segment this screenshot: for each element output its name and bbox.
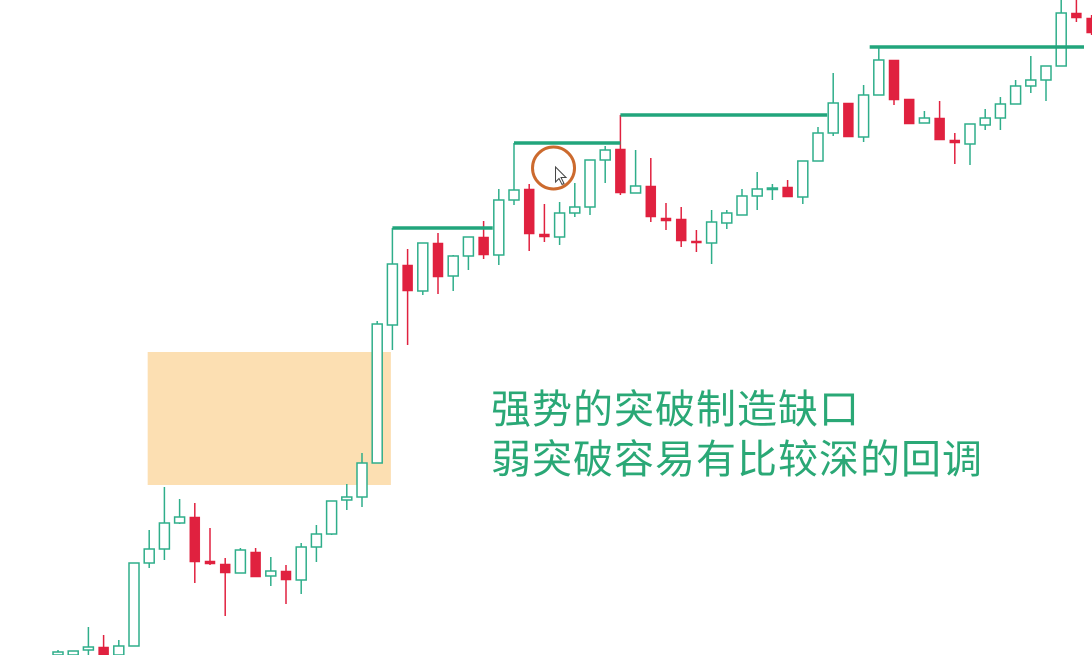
candle-body-down xyxy=(1071,12,1082,19)
candle-body-up xyxy=(629,185,642,194)
candle-body-up xyxy=(158,522,171,550)
candle-body-down xyxy=(675,218,687,242)
candle-body-up xyxy=(797,160,809,198)
candle-body-up xyxy=(113,645,125,655)
candle-body-up xyxy=(964,123,976,145)
candle-body-up xyxy=(994,103,1007,119)
candle-body-up xyxy=(447,255,459,277)
candle-body-up xyxy=(751,188,763,197)
candle-body-up xyxy=(569,206,581,214)
candle-body-up xyxy=(82,646,95,651)
candle-body-up xyxy=(356,462,368,498)
candle-body-down xyxy=(615,148,626,194)
candle-body-down xyxy=(691,240,702,244)
candle-body-down xyxy=(1086,17,1092,34)
candle-body-up xyxy=(599,149,611,161)
candle-body-up xyxy=(918,117,931,124)
candle-body-up xyxy=(1040,65,1052,81)
annotation-weak-breakout: 弱突破容易有比较深的回调 xyxy=(491,437,983,483)
candle-body-up xyxy=(857,94,870,138)
candle-body-up xyxy=(128,562,140,647)
candle-body-up xyxy=(705,221,718,244)
candle-body-up xyxy=(721,212,733,224)
candle-body-down xyxy=(903,98,915,125)
candle-body-down xyxy=(934,117,945,141)
candle-body-up xyxy=(812,132,824,162)
candle-body-up xyxy=(417,242,429,292)
candle-body-down xyxy=(539,233,550,238)
candle-body-down xyxy=(645,185,657,218)
candle-body-down xyxy=(98,646,109,655)
candle-body-up xyxy=(234,549,247,574)
candle-body-down xyxy=(402,264,413,292)
annotation-strong-breakout: 强势的突破制造缺口 xyxy=(491,387,860,433)
candle-body-up xyxy=(310,533,323,548)
candle-body-down xyxy=(949,139,961,144)
candle-body-up xyxy=(1025,79,1037,87)
candle-body-up xyxy=(979,117,991,126)
candle-body-up xyxy=(493,199,505,256)
candle-body-up xyxy=(265,570,277,577)
candle-body-down xyxy=(478,236,489,256)
candle-body-down xyxy=(432,242,444,278)
candle-body-up xyxy=(295,546,307,581)
candle-body-up xyxy=(52,651,64,655)
gap-zone xyxy=(147,352,391,485)
mouse-cursor-icon xyxy=(555,165,568,186)
candle-body-up xyxy=(508,189,520,201)
candle-body-up xyxy=(827,102,839,134)
candle-body-down xyxy=(250,551,261,578)
candle-body-up xyxy=(766,187,779,191)
candle-body-up xyxy=(173,516,186,524)
candle-body-down xyxy=(189,516,201,563)
candle-body-up xyxy=(1009,85,1022,105)
candle-body-down xyxy=(660,217,672,222)
candle-body-down xyxy=(219,563,231,574)
candle-body-down xyxy=(204,560,216,565)
candle-body-up xyxy=(462,236,475,257)
candle-body-down xyxy=(280,570,292,581)
candle-body-up xyxy=(386,263,399,326)
candle-body-up xyxy=(325,500,338,535)
candle-body-up xyxy=(1055,12,1067,67)
candle-body-down xyxy=(843,102,854,138)
candle-body-up xyxy=(143,548,155,564)
candle-body-up xyxy=(584,159,596,208)
candle-body-up xyxy=(736,195,748,216)
candle-body-down xyxy=(782,186,793,198)
candle-body-down xyxy=(888,59,900,101)
candle-body-up xyxy=(67,650,79,655)
candle-body-up xyxy=(371,323,383,464)
candle-body-up xyxy=(553,212,566,238)
candle-body-up xyxy=(341,496,353,501)
candle-body-up xyxy=(873,59,885,96)
candle-body-down xyxy=(523,188,535,235)
highlight-circle xyxy=(531,145,577,191)
